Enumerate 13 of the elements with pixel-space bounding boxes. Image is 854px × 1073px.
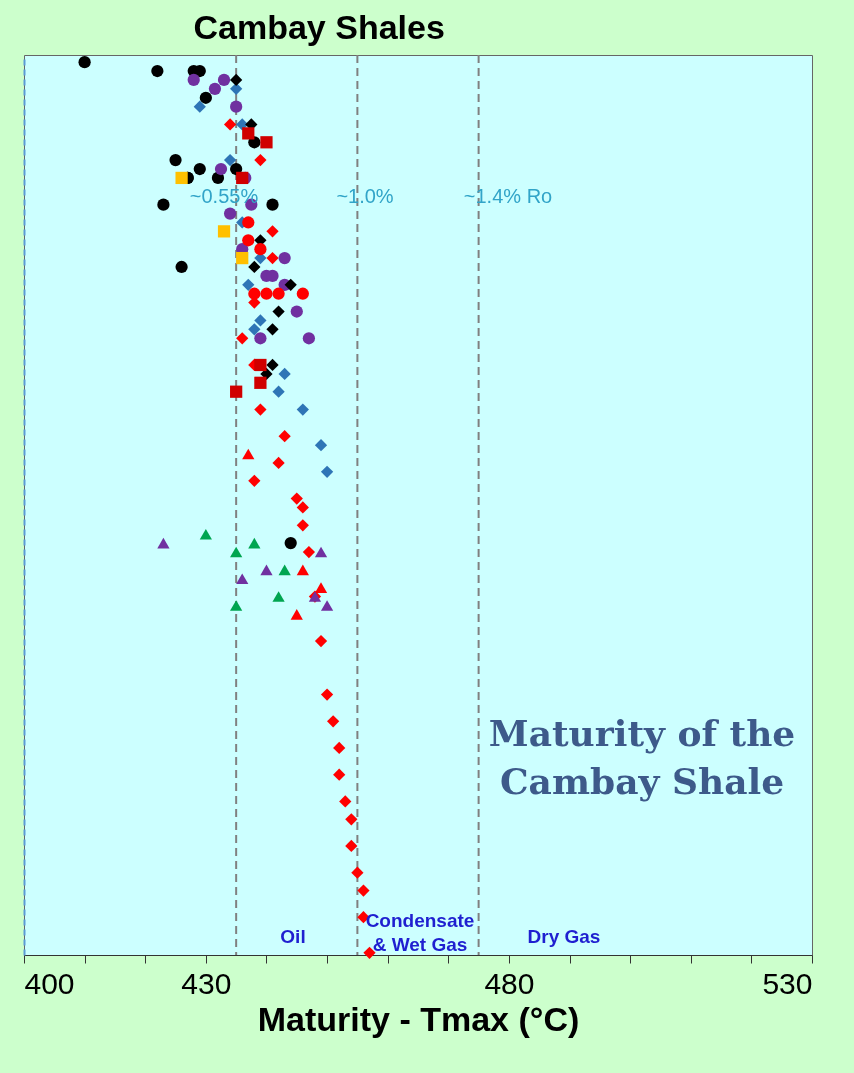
x-tick-label: 400 [24, 966, 75, 1000]
annotation: Maturity of the Cambay Shale [488, 712, 796, 802]
x-tick-label: 530 [762, 966, 813, 1000]
x-axis-title: Maturity - Tmax (°C) [257, 999, 580, 1038]
x-tick-label: 480 [484, 966, 535, 1000]
annotation: Dry Gas [527, 926, 601, 947]
annotation: ~0.55% [189, 185, 259, 207]
annotation: ~1.0% [336, 185, 394, 207]
annotation: Condensate & Wet Gas [365, 910, 475, 955]
chart-title: Cambay Shales [193, 8, 445, 46]
annotation: ~1.4% Ro [463, 185, 553, 207]
x-tick-label: 430 [181, 966, 232, 1000]
annotation: Oil [280, 926, 306, 947]
